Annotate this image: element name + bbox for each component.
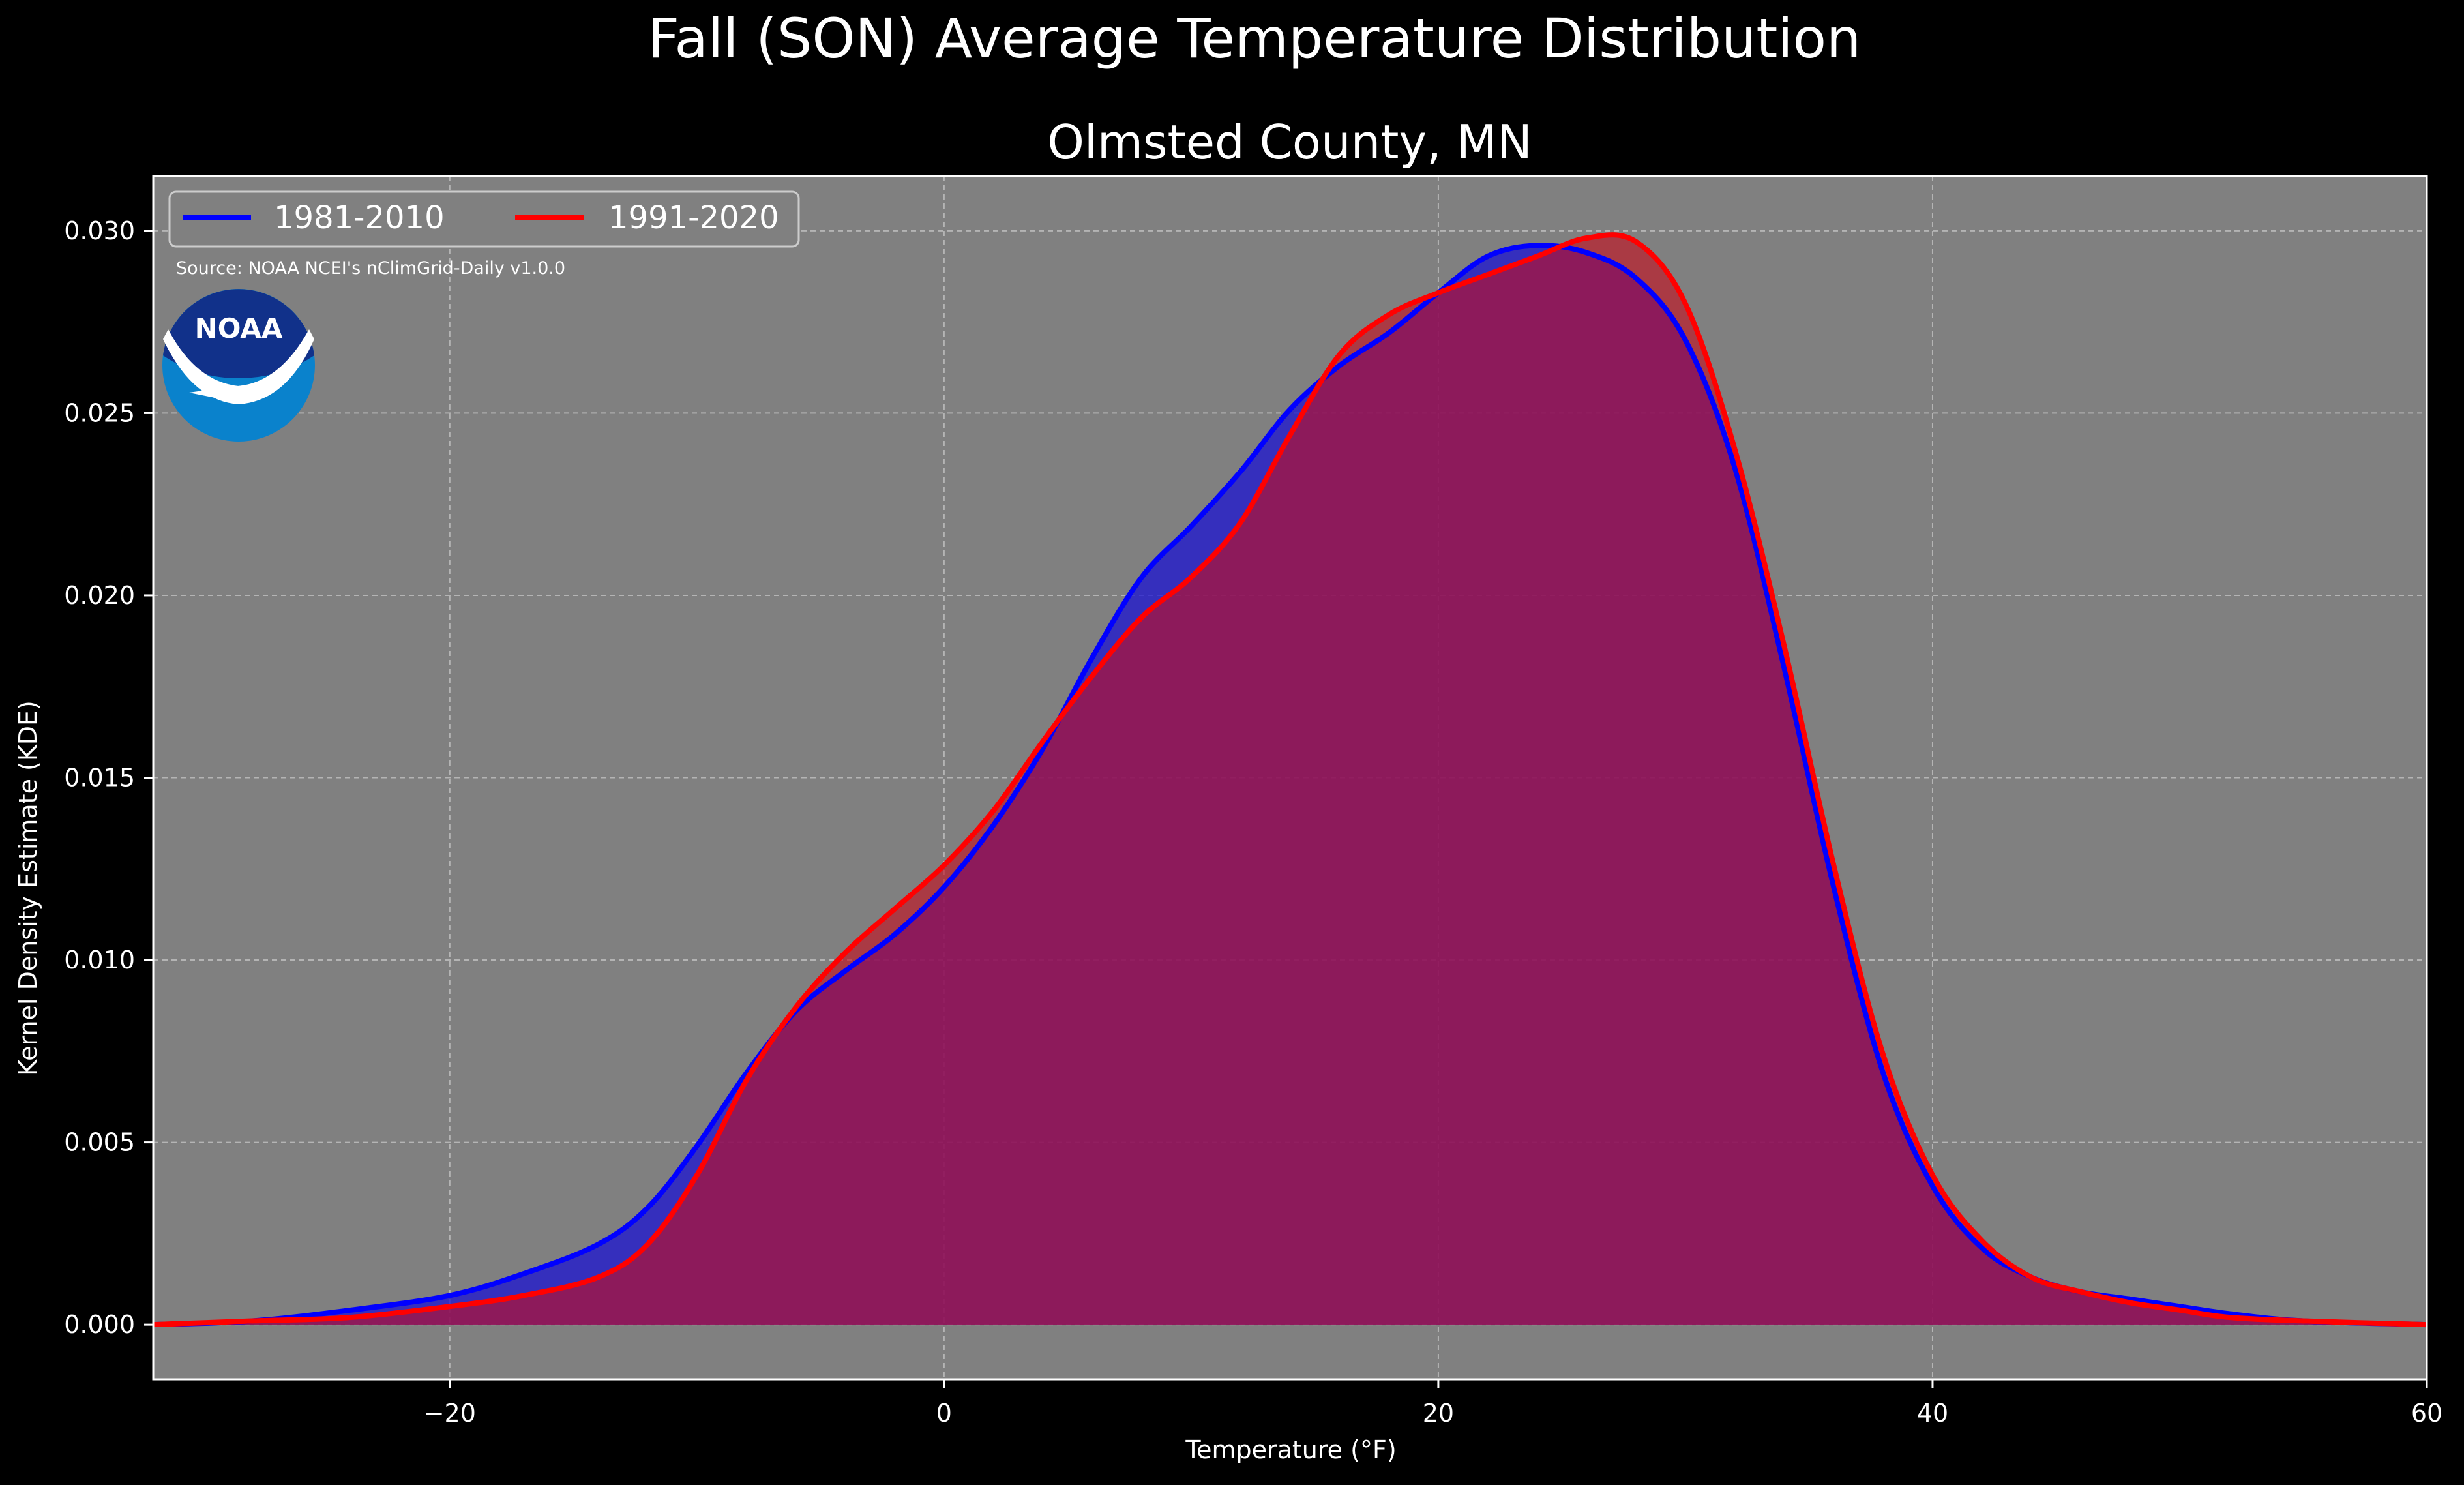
y-axis-ticks: 0.000 0.005 0.010 0.015 0.020 0.025 0.030: [64, 217, 153, 1339]
x-tick-label: 40: [1917, 1399, 1948, 1428]
chart-title: Fall (SON) Average Temperature Distribut…: [648, 7, 1861, 70]
legend-label-1981-2010: 1981-2010: [274, 200, 445, 236]
x-tick-label: 20: [1423, 1399, 1454, 1428]
y-tick-label: 0.005: [64, 1128, 135, 1157]
noaa-logo: NOAA: [162, 289, 315, 442]
density-line-1991-2020: [153, 232, 2427, 1328]
noaa-logo-gull: [163, 329, 314, 404]
density-lines: [153, 232, 2427, 1328]
x-axis-label: Temperature (°F): [1185, 1435, 1396, 1464]
density-fill-1991-2020: [153, 235, 2427, 1325]
legend-box: [168, 190, 800, 248]
y-tick-label: 0.000: [64, 1310, 135, 1339]
x-tick-label: −20: [424, 1399, 476, 1428]
x-axis-ticks: −20 0 20 40 60: [424, 1379, 2442, 1428]
x-tick-label: 60: [2411, 1399, 2442, 1428]
noaa-logo-text: NOAA: [195, 312, 283, 344]
density-fills: [153, 235, 2427, 1325]
legend: 1981-2010 1991-2020: [168, 190, 800, 248]
density-line-1981-2010: [153, 243, 2427, 1328]
chart-subtitle: Olmsted County, MN: [1047, 115, 1532, 170]
y-tick-label: 0.030: [64, 217, 135, 245]
y-axis-label: Kernel Density Estimate (KDE): [14, 700, 42, 1076]
y-tick-label: 0.020: [64, 581, 135, 610]
x-tick-label: 0: [936, 1399, 952, 1428]
noaa-logo-gull-tail: [189, 382, 274, 398]
y-tick-label: 0.010: [64, 946, 135, 974]
source-note: Source: NOAA NCEI's nClimGrid-Daily v1.0…: [176, 258, 565, 278]
noaa-logo-top: [163, 289, 314, 378]
y-tick-label: 0.025: [64, 398, 135, 427]
legend-label-1991-2020: 1991-2020: [608, 200, 779, 236]
y-tick-label: 0.015: [64, 764, 135, 792]
